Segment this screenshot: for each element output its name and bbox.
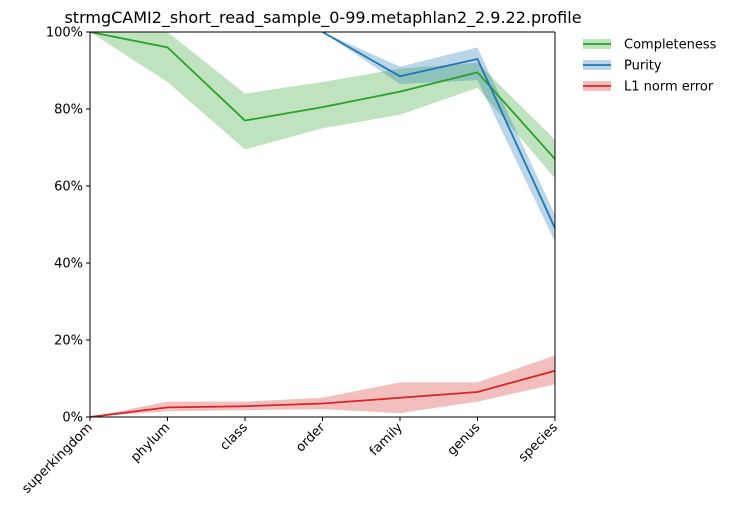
l1-norm-error-point-family xyxy=(399,397,401,399)
l1-norm-error-line xyxy=(90,369,555,417)
purity-band xyxy=(322,32,555,242)
completeness-point-class xyxy=(244,120,246,122)
legend-label-l1-norm-error: L1 norm error xyxy=(624,80,714,95)
chart-title: strmgCAMI2_short_read_sample_0-99.metaph… xyxy=(64,8,581,28)
completeness-point-phylum xyxy=(167,46,169,48)
series-lines xyxy=(90,32,555,417)
l1-norm-error-point-class xyxy=(244,405,246,407)
completeness-point-family xyxy=(399,91,401,93)
legend-label-completeness: Completeness xyxy=(624,38,717,53)
y-tick-label-40: 40% xyxy=(54,257,83,272)
y-tick-label-100: 100% xyxy=(46,26,83,41)
l1-norm-error-band xyxy=(90,355,555,417)
x-tick-label-superkingdom: superkingdom xyxy=(19,420,95,496)
completeness-point-genus xyxy=(477,71,479,73)
completeness-band xyxy=(90,32,555,179)
l1-norm-error-point-phylum xyxy=(167,406,169,408)
l1-norm-error-point-order xyxy=(322,403,324,405)
completeness-line xyxy=(90,32,555,160)
purity-point-family xyxy=(399,75,401,77)
l1-norm-error-point-genus xyxy=(477,391,479,393)
x-tick-label-species: species xyxy=(516,420,561,465)
completeness-point-order xyxy=(322,106,324,108)
x-tick-label-phylum: phylum xyxy=(128,420,173,465)
y-tick-label-80: 80% xyxy=(54,103,83,118)
y-tick-label-0: 0% xyxy=(62,411,83,426)
y-tick-label-20: 20% xyxy=(54,334,83,349)
legend-label-purity: Purity xyxy=(624,59,662,74)
purity-point-genus xyxy=(477,58,479,60)
x-tick-label-order: order xyxy=(293,420,329,456)
confidence-bands xyxy=(90,32,555,417)
x-tick-label-genus: genus xyxy=(445,420,484,459)
x-tick-label-class: class xyxy=(217,420,251,454)
y-tick-label-60: 60% xyxy=(54,180,83,195)
purity-line xyxy=(322,32,555,229)
x-tick-label-family: family xyxy=(367,420,406,459)
legend: Completeness Purity L1 norm error xyxy=(583,38,717,95)
